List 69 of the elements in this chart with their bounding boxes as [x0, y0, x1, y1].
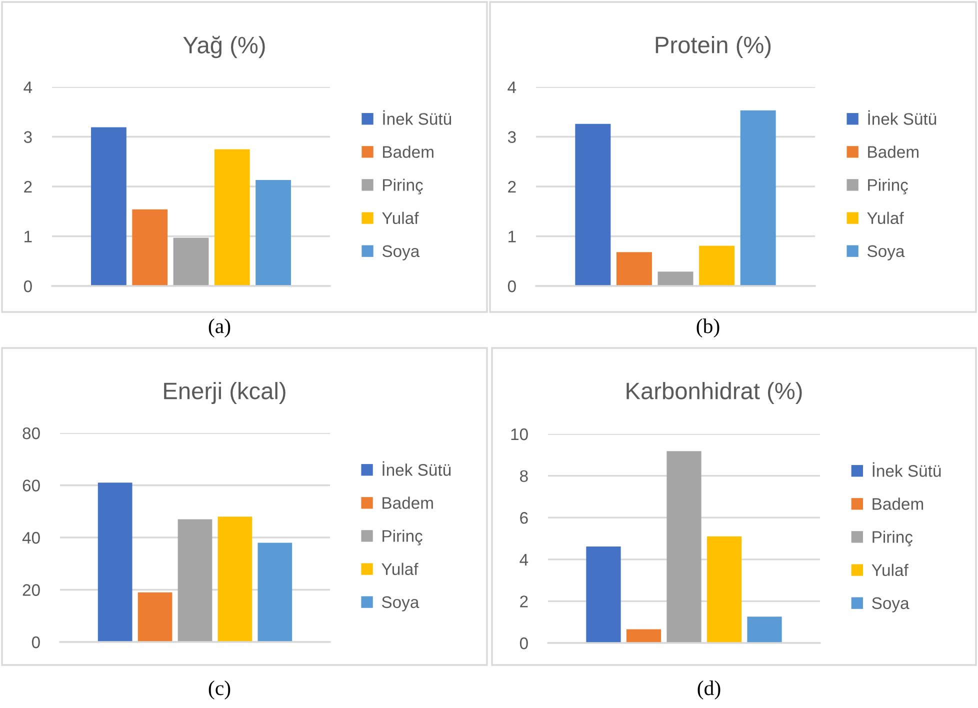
legend-label: İnek Sütü	[382, 461, 451, 476]
chart-title: Protein (%)	[656, 36, 771, 58]
bar	[173, 238, 209, 286]
y-tick-label: 0	[508, 280, 516, 292]
y-tick-label: 4	[24, 82, 32, 94]
y-tick-label: 1	[508, 230, 516, 242]
legend-label: Soya	[382, 596, 420, 612]
y-tick-label: 40	[22, 532, 40, 544]
text: (d)	[698, 680, 720, 700]
legend-label: Pirinç	[868, 178, 908, 194]
text: (c)	[208, 680, 230, 700]
y-tick-label: 8	[520, 470, 528, 482]
bar	[178, 519, 212, 642]
bar	[91, 127, 126, 286]
text: (a)	[208, 318, 230, 338]
legend-label: İnek Sütü	[868, 110, 936, 125]
chart-title: Karbonhidrat (%)	[626, 382, 802, 404]
y-tick-label: 1	[24, 230, 32, 242]
legend-label: Badem	[383, 146, 434, 158]
chart-title: Enerji (kcal)	[164, 382, 286, 404]
y-tick-label: 2	[24, 180, 32, 193]
bar	[706, 536, 742, 643]
legend-label: Yulaf	[872, 564, 908, 576]
legend-label: Soya	[868, 245, 905, 260]
legend-label: Pirinç	[383, 178, 423, 194]
legend-label: Soya	[872, 597, 910, 612]
y-tick-label: 6	[520, 512, 528, 524]
bar	[699, 246, 735, 286]
text: (b)	[696, 318, 720, 338]
legend-label: Soya	[382, 245, 420, 260]
legend-label: Yulaf	[382, 212, 419, 224]
bar	[258, 542, 292, 642]
legend-label: Yulaf	[382, 562, 418, 576]
y-tick-label: 0	[32, 636, 40, 648]
legend-label: Badem	[382, 496, 433, 509]
legend-label: Badem	[868, 146, 918, 158]
legend-label: Pirinç	[382, 530, 422, 546]
y-tick-label: 20	[22, 584, 40, 596]
y-tick-label: 4	[520, 554, 528, 566]
chart-title: Yağ (%)	[183, 36, 265, 58]
y-tick-label: 10	[511, 428, 528, 440]
bar	[658, 272, 694, 286]
legend-label: İnek Sütü	[383, 110, 452, 125]
y-tick-label: 3	[24, 131, 32, 143]
y-tick-label: 2	[508, 180, 516, 193]
bar	[138, 592, 172, 642]
bar	[575, 124, 611, 286]
y-tick-label: 4	[508, 82, 516, 94]
bar	[214, 149, 250, 286]
bar	[626, 629, 662, 643]
legend-label: İnek Sütü	[872, 462, 941, 477]
legend-label: Badem	[872, 498, 924, 510]
legend-label: Yulaf	[867, 212, 904, 224]
bar	[256, 180, 291, 286]
bar	[747, 616, 782, 643]
bar	[218, 516, 252, 642]
y-tick-label: 2	[520, 596, 528, 608]
bar	[666, 451, 702, 643]
y-tick-label: 0	[520, 637, 528, 650]
bar	[98, 482, 132, 642]
legend-label: Pirinç	[872, 530, 913, 546]
bar	[132, 209, 168, 286]
y-tick-label: 80	[22, 427, 40, 440]
y-tick-label: 3	[508, 131, 516, 143]
bar	[586, 546, 621, 643]
bar	[616, 252, 652, 286]
y-tick-label: 60	[22, 480, 40, 492]
bar	[740, 110, 776, 286]
y-tick-label: 0	[24, 280, 32, 292]
